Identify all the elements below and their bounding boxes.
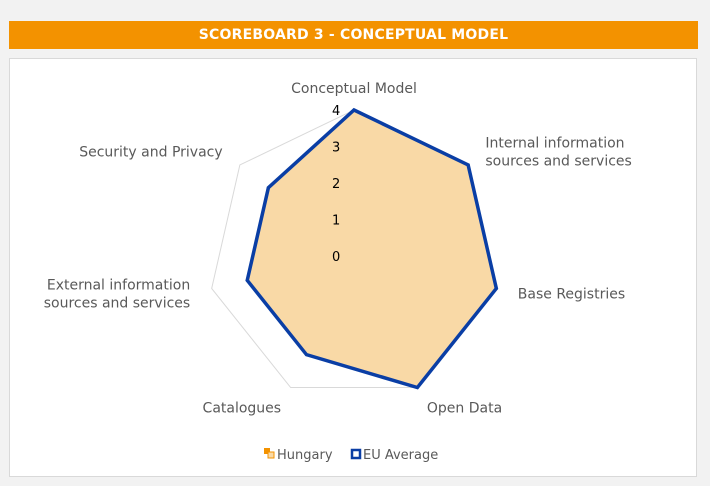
series-line-eu-average xyxy=(245,107,499,390)
tick-label-1: 1 xyxy=(332,214,340,229)
tick-label-3: 3 xyxy=(332,141,340,156)
data-point-eu-average-0 xyxy=(352,108,356,112)
legend-swatch-hungary xyxy=(264,448,270,454)
category-labels: Conceptual Model Internal information sour… xyxy=(44,81,632,416)
category-label-2: Base Registries xyxy=(518,286,625,302)
data-point-eu-average-2 xyxy=(494,286,498,290)
data-point-eu-average-4 xyxy=(304,353,308,357)
tick-label-4: 4 xyxy=(332,104,340,119)
data-point-eu-average-6 xyxy=(266,186,270,190)
category-label-0: Conceptual Model xyxy=(291,81,417,97)
chart-legend: Hungary EU Average xyxy=(264,448,438,463)
data-point-eu-average-3 xyxy=(415,386,419,390)
category-label-6: Security and Privacy xyxy=(79,144,222,160)
radar-series xyxy=(245,107,499,390)
legend-swatch-hungary-fill xyxy=(267,451,275,459)
category-label-1: Internal information sources and services xyxy=(485,135,631,169)
tick-label-0: 0 xyxy=(332,250,340,265)
tick-label-2: 2 xyxy=(332,177,340,192)
category-label-3: Open Data xyxy=(427,400,502,416)
category-label-4: Catalogues xyxy=(203,400,282,416)
legend-label-eu-average: EU Average xyxy=(363,448,438,463)
legend-swatch-eu-average xyxy=(350,448,362,460)
data-point-eu-average-5 xyxy=(245,278,249,282)
legend-label-hungary: Hungary xyxy=(277,448,333,463)
category-label-5: External information sources and services xyxy=(44,277,190,311)
radial-tick-labels: 0 1 2 3 4 xyxy=(332,104,340,265)
data-point-eu-average-1 xyxy=(466,163,470,167)
series-area-hungary xyxy=(247,110,497,388)
scoreboard-title: SCOREBOARD 3 - CONCEPTUAL MODEL xyxy=(9,21,698,49)
